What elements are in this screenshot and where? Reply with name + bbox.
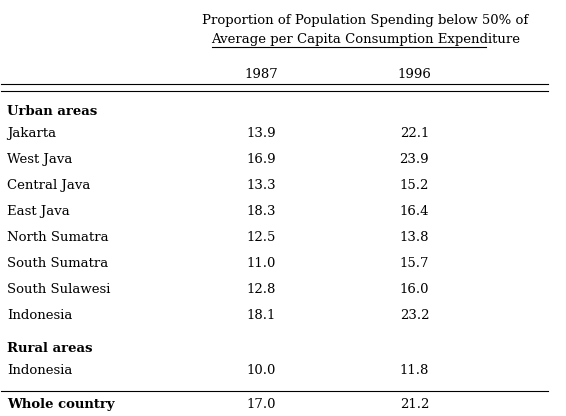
Text: 17.0: 17.0: [246, 398, 276, 411]
Text: Whole country: Whole country: [7, 398, 114, 411]
Text: 13.9: 13.9: [246, 127, 276, 141]
Text: 13.3: 13.3: [246, 179, 276, 192]
Text: Central Java: Central Java: [7, 179, 90, 192]
Text: 16.4: 16.4: [400, 206, 429, 218]
Text: North Sumatra: North Sumatra: [7, 231, 109, 244]
Text: Indonesia: Indonesia: [7, 309, 72, 322]
Text: South Sulawesi: South Sulawesi: [7, 283, 110, 296]
Text: Average per Capita Consumption Expenditure: Average per Capita Consumption Expenditu…: [211, 33, 520, 46]
Text: 15.7: 15.7: [400, 257, 429, 270]
Text: 12.8: 12.8: [247, 283, 276, 296]
Text: 11.8: 11.8: [400, 364, 429, 377]
Text: 16.9: 16.9: [246, 154, 276, 166]
Text: 13.8: 13.8: [400, 231, 429, 244]
Text: 12.5: 12.5: [247, 231, 276, 244]
Text: 18.3: 18.3: [246, 206, 276, 218]
Text: South Sumatra: South Sumatra: [7, 257, 108, 270]
Text: 23.9: 23.9: [400, 154, 429, 166]
Text: Indonesia: Indonesia: [7, 364, 72, 377]
Text: 22.1: 22.1: [400, 127, 429, 141]
Text: 1987: 1987: [245, 68, 278, 81]
Text: 15.2: 15.2: [400, 179, 429, 192]
Text: Urban areas: Urban areas: [7, 105, 97, 119]
Text: 1996: 1996: [397, 68, 431, 81]
Text: East Java: East Java: [7, 206, 70, 218]
Text: 10.0: 10.0: [247, 364, 276, 377]
Text: 11.0: 11.0: [247, 257, 276, 270]
Text: 21.2: 21.2: [400, 398, 429, 411]
Text: 16.0: 16.0: [400, 283, 429, 296]
Text: Proportion of Population Spending below 50% of: Proportion of Population Spending below …: [202, 14, 528, 27]
Text: 23.2: 23.2: [400, 309, 429, 322]
Text: West Java: West Java: [7, 154, 72, 166]
Text: Jakarta: Jakarta: [7, 127, 56, 141]
Text: 18.1: 18.1: [247, 309, 276, 322]
Text: Rural areas: Rural areas: [7, 342, 92, 354]
